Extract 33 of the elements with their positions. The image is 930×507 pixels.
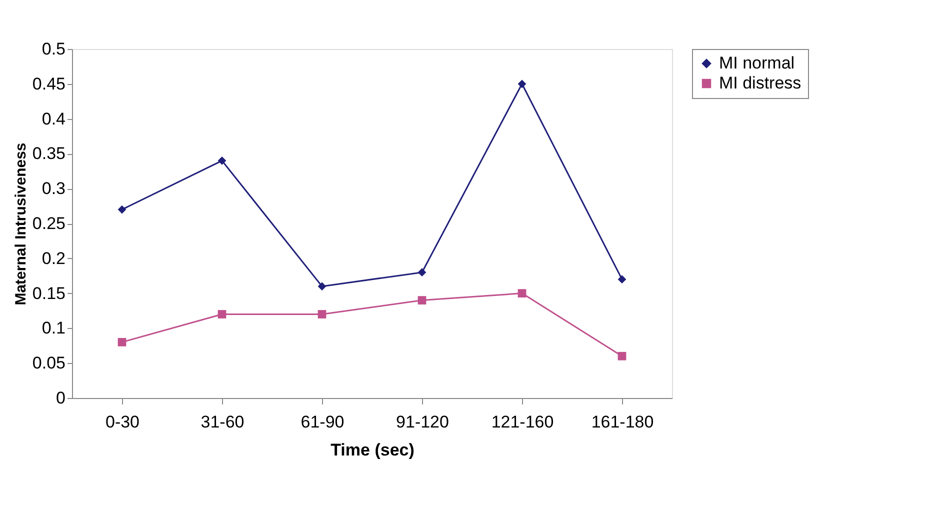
y-tick-label: 0.1: [42, 318, 66, 338]
y-tick-label: 0.15: [32, 284, 66, 303]
point: [318, 310, 326, 318]
x-axis-title: Time (sec): [330, 440, 414, 460]
x-tick-label: 31-60: [200, 412, 244, 432]
y-tick-label: 0.3: [42, 179, 66, 198]
x-tick-label: 91-120: [396, 412, 449, 432]
x-tick-label: 121-160: [491, 412, 554, 432]
legend-label: MI distress: [719, 74, 802, 92]
x-tick-label: 61-90: [300, 412, 344, 432]
point: [418, 268, 426, 277]
y-tick-label: 0.45: [32, 74, 66, 94]
point: [618, 275, 626, 284]
point: [318, 282, 326, 291]
y-tick-label: 0.05: [32, 354, 66, 373]
point: [218, 310, 226, 318]
y-tick-label: 0.2: [42, 248, 66, 268]
x-tick-label: 161-180: [591, 412, 654, 432]
point: [118, 338, 126, 346]
y-tick-label: 0.4: [42, 109, 66, 128]
legend-label: MI normal: [719, 54, 795, 72]
y-tick-label: 0: [56, 388, 66, 408]
point: [518, 80, 526, 88]
point: [118, 205, 126, 214]
y-tick-label: 0.25: [32, 214, 66, 233]
point: [518, 289, 526, 298]
y-tick-label: 0.35: [32, 144, 66, 164]
point: [618, 352, 626, 360]
x-tick-label: 0-30: [105, 412, 140, 432]
y-axis-title: Maternal Intrusiveness: [12, 142, 30, 306]
y-tick-label: 0.5: [42, 40, 66, 58]
point: [418, 296, 426, 304]
point: [218, 156, 226, 165]
